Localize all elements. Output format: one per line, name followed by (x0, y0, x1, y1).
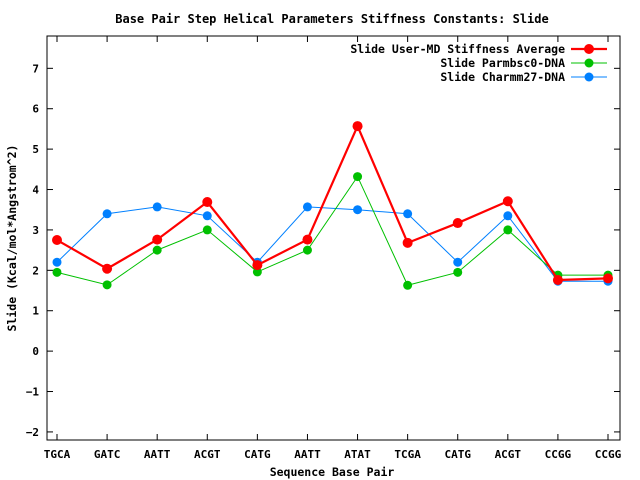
series-line (56, 123, 609, 282)
y-tick-label: 1 (32, 305, 39, 318)
data-point (452, 218, 463, 229)
data-point (102, 280, 112, 290)
y-tick-label: 5 (32, 143, 39, 156)
legend-label: Slide Parmbsc0-DNA (440, 56, 565, 70)
x-tick-label: ACGT (194, 448, 221, 461)
y-tick-label: 3 (32, 224, 39, 237)
plot-series (52, 121, 613, 290)
y-axis-label: Slide (Kcal/mol*Angstrom^2) (5, 145, 19, 332)
data-point (503, 211, 513, 221)
data-point (152, 245, 162, 255)
x-tick-label: CCGG (595, 448, 622, 461)
data-point (302, 202, 312, 212)
y-tick-label: −2 (26, 426, 39, 439)
data-point (302, 245, 312, 255)
data-point (252, 267, 262, 277)
data-point (52, 235, 62, 246)
x-tick-label: CATG (444, 448, 471, 461)
data-point (502, 196, 513, 207)
x-tick-label: GATC (94, 448, 121, 461)
data-point (352, 121, 363, 132)
series-line (56, 175, 608, 286)
data-point (402, 237, 413, 248)
x-tick-label: AATT (144, 448, 171, 461)
legend-label: Slide User-MD Stiffness Average (350, 42, 565, 56)
data-point (202, 211, 212, 221)
data-point (102, 209, 112, 219)
x-tick-label: ATAT (344, 448, 371, 461)
data-point (453, 257, 463, 267)
legend-label: Slide Charmm27-DNA (440, 70, 565, 84)
data-point (52, 267, 62, 277)
x-axis: TGCA GATC AATT ACGT CATG AATT ATAT TCGA CATG ACGT… (44, 36, 622, 461)
data-point (152, 234, 163, 245)
series-1 (52, 172, 613, 290)
x-tick-label: CATG (244, 448, 271, 461)
data-point (302, 234, 313, 245)
y-tick-label: 0 (32, 345, 39, 358)
legend-swatch-marker (584, 72, 594, 82)
data-point (552, 275, 563, 286)
legend-swatch-marker (584, 58, 594, 68)
chart-title: Base Pair Step Helical Parameters Stiffn… (115, 12, 548, 26)
y-tick-label: 7 (32, 62, 39, 75)
data-point (453, 267, 463, 277)
data-point (353, 172, 363, 182)
x-tick-label: TGCA (44, 448, 71, 461)
data-point (202, 225, 212, 235)
series-0 (52, 121, 613, 286)
y-axis: −2 −1 0 1 2 3 4 5 6 7 (26, 62, 620, 439)
x-tick-label: CCGG (545, 448, 572, 461)
y-tick-label: −1 (26, 386, 40, 399)
y-tick-label: 6 (32, 103, 39, 116)
data-point (52, 257, 62, 267)
data-point (353, 205, 363, 215)
data-point (403, 209, 413, 219)
data-point (102, 263, 113, 274)
x-tick-label: AATT (294, 448, 321, 461)
x-axis-label: Sequence Base Pair (270, 465, 395, 479)
legend-swatch-marker (584, 44, 594, 54)
data-point (603, 273, 613, 284)
data-point (202, 197, 213, 208)
y-tick-label: 4 (32, 184, 39, 197)
y-tick-label: 2 (32, 264, 39, 277)
data-point (152, 202, 162, 212)
data-point (503, 225, 513, 235)
data-point (252, 260, 263, 271)
series-2 (52, 202, 613, 286)
x-tick-label: ACGT (495, 448, 522, 461)
data-point (403, 280, 413, 290)
x-tick-label: TCGA (394, 448, 421, 461)
plot-frame (46, 35, 621, 441)
series-line (56, 206, 608, 282)
